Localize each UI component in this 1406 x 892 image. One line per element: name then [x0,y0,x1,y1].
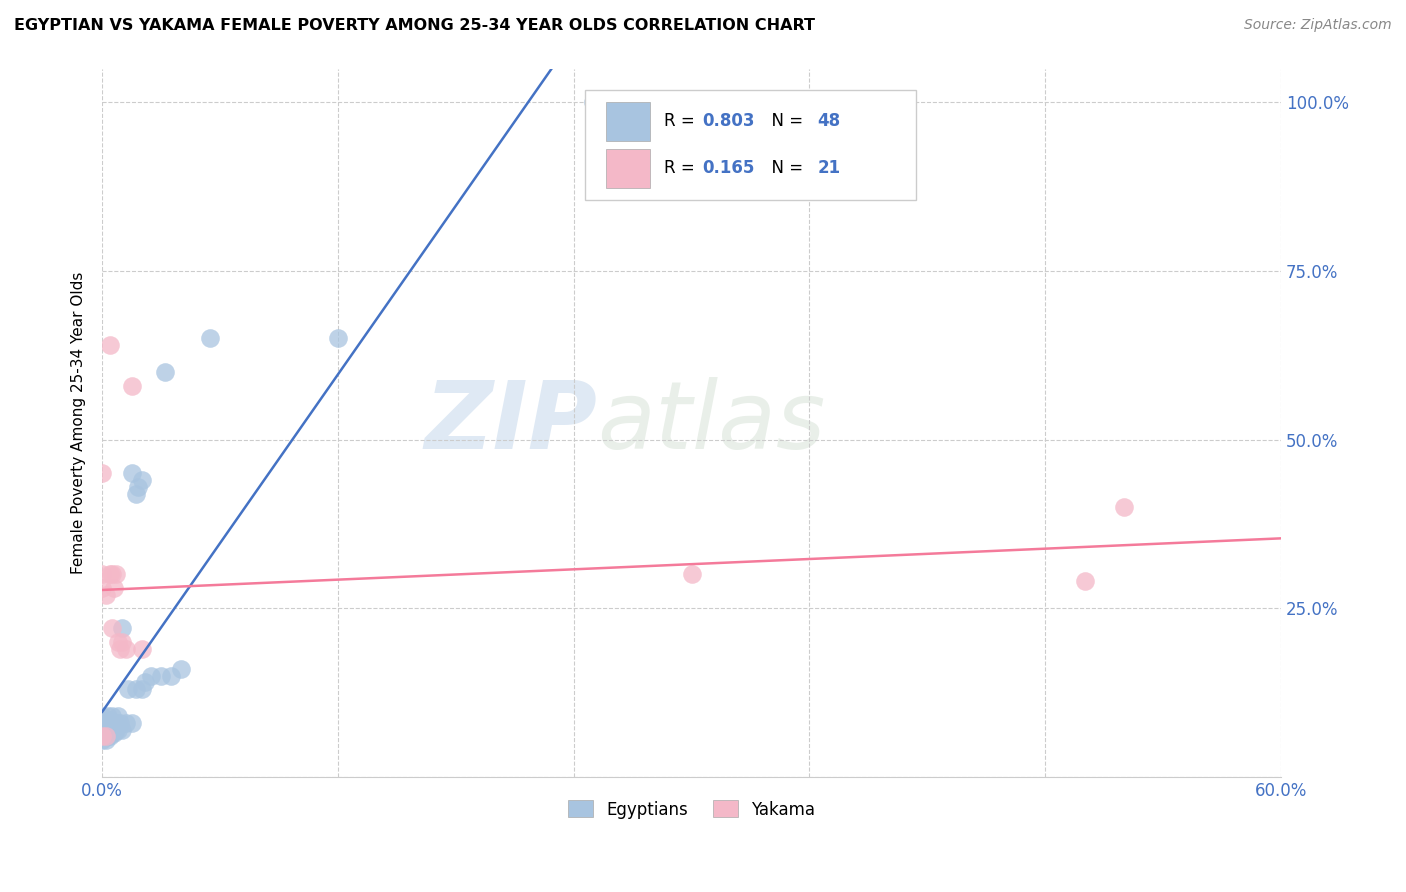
Point [111,635,134,649]
Point [97,726,120,740]
Point [103,726,125,740]
Point [101,709,124,723]
Point [582,95,605,110]
Point [101,726,124,740]
Point [94,726,117,740]
Point [121,378,143,392]
Point [107,709,129,723]
Text: atlas: atlas [598,377,825,468]
Point [103,581,125,595]
Point [124,682,146,697]
Text: 0.803: 0.803 [702,112,755,130]
Text: 21: 21 [818,160,841,178]
Bar [606,149,651,188]
Point [91,709,114,723]
Text: ZIP: ZIP [425,376,598,468]
Point [121,467,143,481]
Point [91,730,114,744]
Point [91,715,114,730]
Text: N =: N = [761,112,808,130]
Point [1073,574,1095,589]
Point [101,567,124,582]
Point [98,730,121,744]
Point [91,719,114,733]
Point [121,715,143,730]
Point [94,730,117,744]
Point [91,732,114,747]
Point [114,715,136,730]
Point [681,567,703,582]
Point [94,732,117,747]
Point [97,723,120,737]
Point [91,581,114,595]
Text: R =: R = [665,160,700,178]
Text: 0.165: 0.165 [702,160,755,178]
Point [91,730,114,744]
Point [134,675,156,690]
Point [94,588,117,602]
Point [91,723,114,737]
Text: 48: 48 [818,112,841,130]
Point [91,726,114,740]
Point [97,730,120,744]
Point [150,668,173,682]
Point [108,641,131,656]
Point [91,567,114,582]
Point [104,715,127,730]
Point [103,715,125,730]
Point [101,723,124,737]
Point [91,713,114,727]
Point [141,668,163,682]
Point [127,480,149,494]
Text: R =: R = [665,112,700,130]
Point [101,622,124,636]
Point [97,709,120,723]
Legend: Egyptians, Yakama: Egyptians, Yakama [561,794,823,825]
Point [108,715,131,730]
Point [98,713,121,727]
Point [131,641,153,656]
Point [153,365,176,379]
Text: N =: N = [761,160,808,178]
Point [200,331,222,345]
Text: Source: ZipAtlas.com: Source: ZipAtlas.com [1244,18,1392,32]
Point [97,715,120,730]
Point [111,622,134,636]
Point [131,473,153,487]
Point [104,723,127,737]
Point [124,486,146,500]
Text: EGYPTIAN VS YAKAMA FEMALE POVERTY AMONG 25-34 YEAR OLDS CORRELATION CHART: EGYPTIAN VS YAKAMA FEMALE POVERTY AMONG … [14,18,815,33]
Point [98,338,121,352]
Point [107,723,129,737]
Y-axis label: Female Poverty Among 25-34 Year Olds: Female Poverty Among 25-34 Year Olds [72,271,86,574]
Point [107,635,129,649]
Point [91,467,114,481]
Point [98,723,121,737]
Point [114,641,136,656]
Point [1112,500,1135,514]
Point [170,662,193,676]
Point [111,723,134,737]
Point [104,567,127,582]
Point [117,682,139,697]
FancyBboxPatch shape [585,90,915,200]
Bar [606,102,651,141]
Point [160,668,183,682]
Point [326,331,349,345]
Point [98,567,121,582]
Point [131,682,153,697]
